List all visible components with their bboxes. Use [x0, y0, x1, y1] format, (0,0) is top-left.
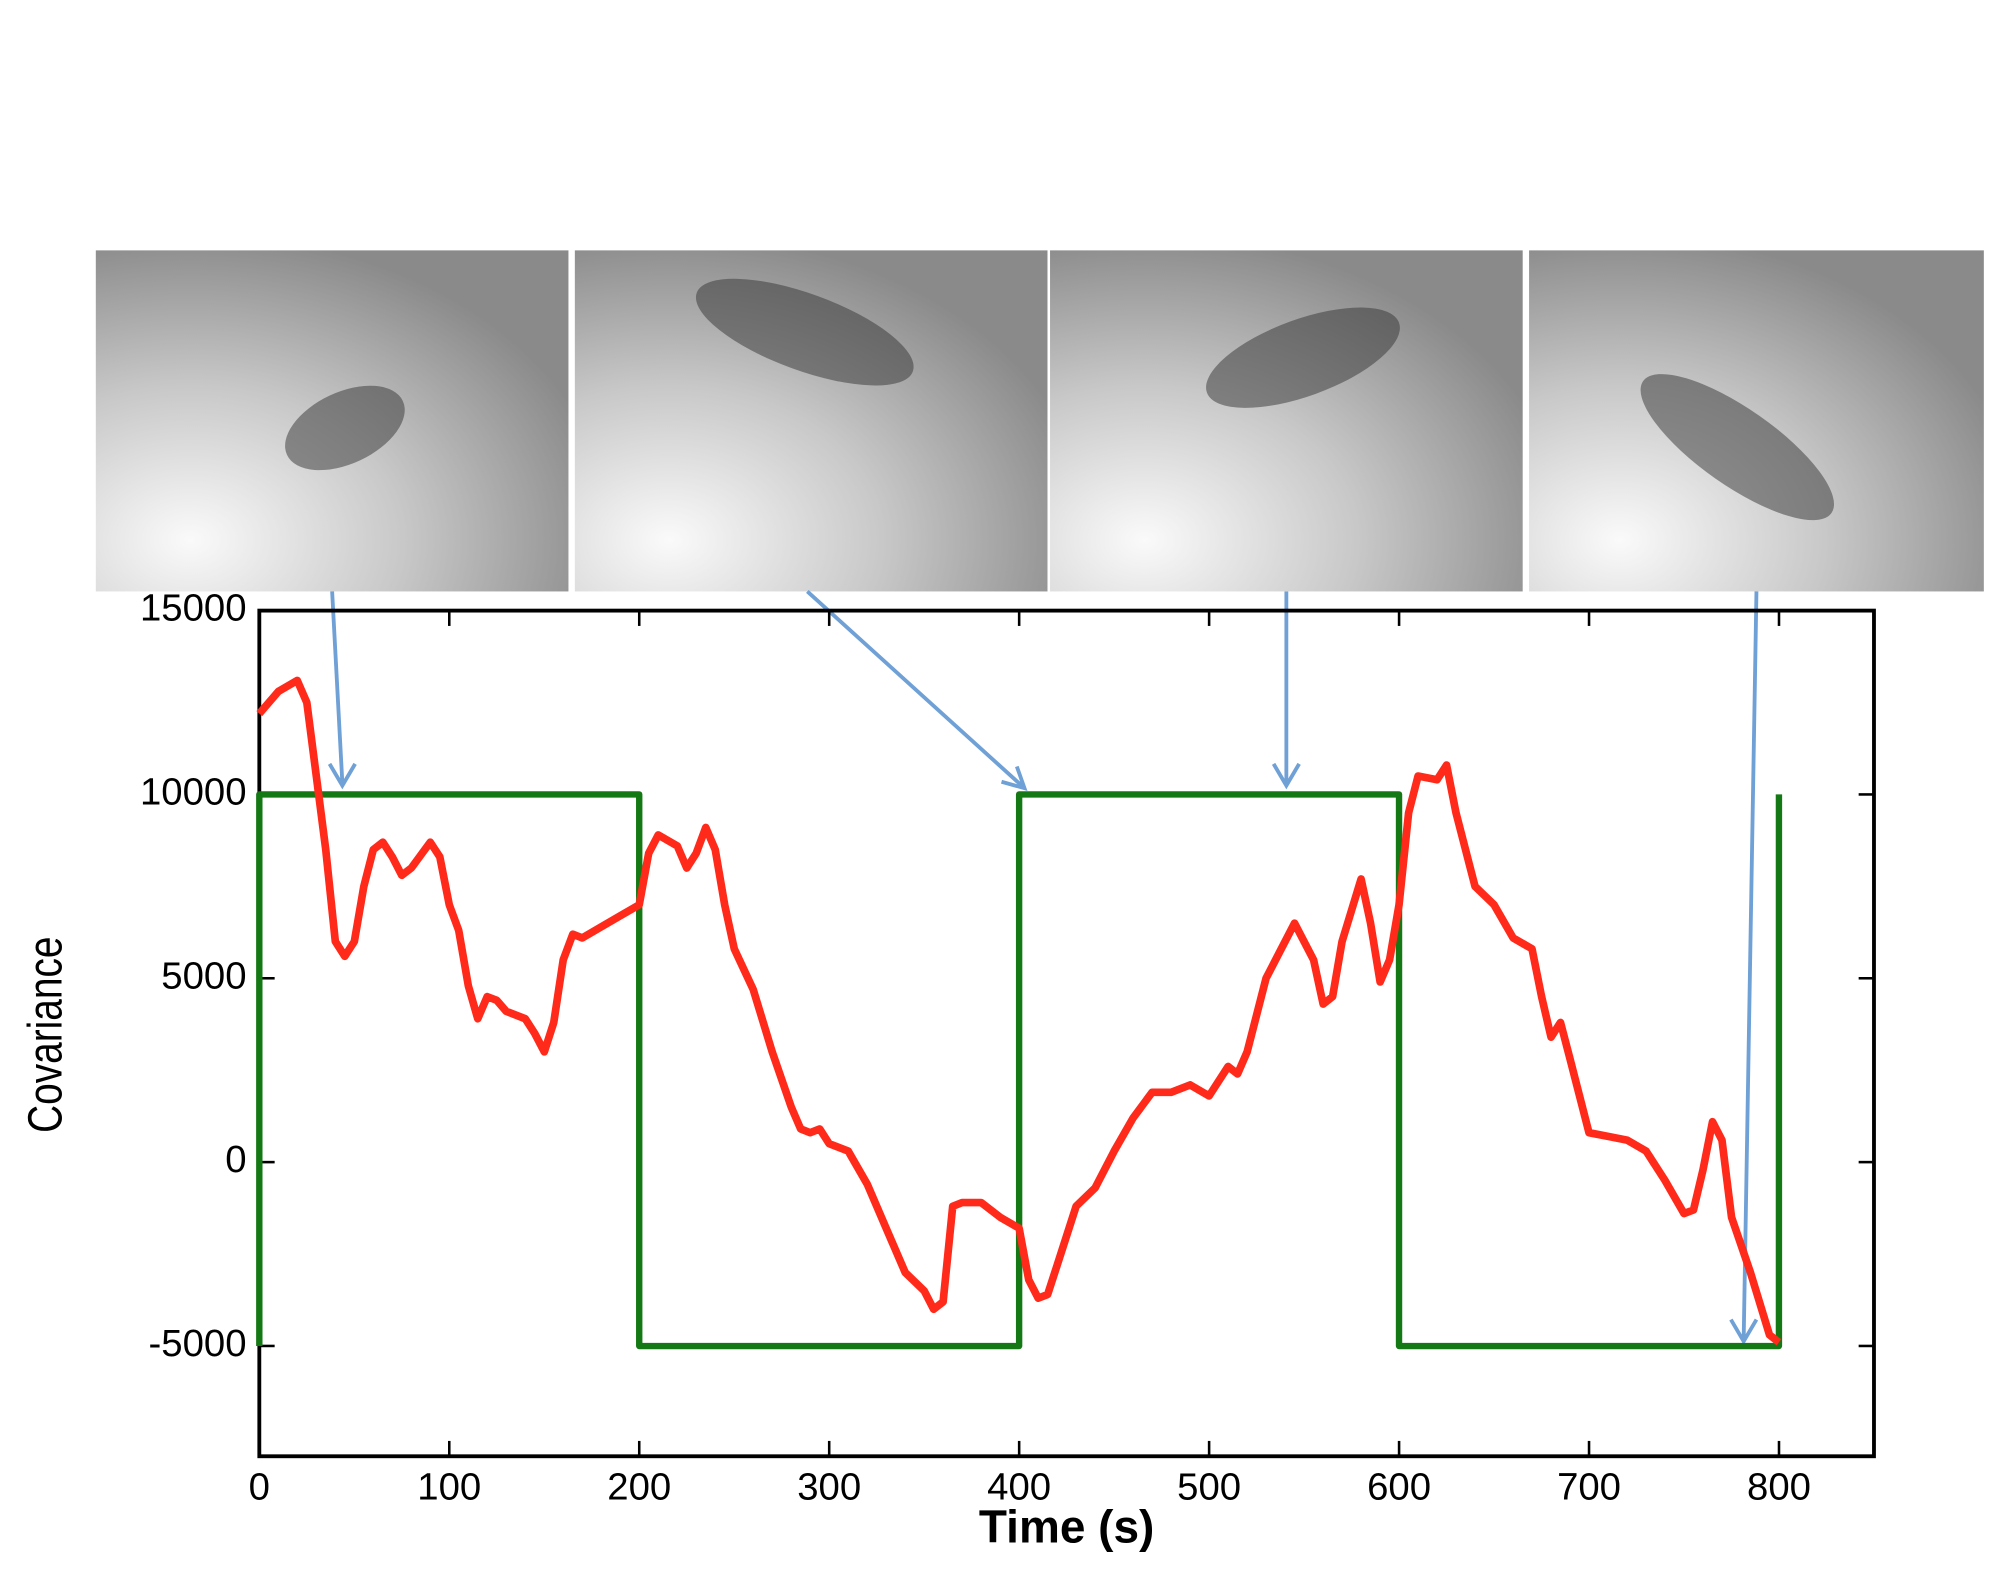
- y-axis-label: Covariance: [18, 937, 72, 1133]
- x-tick-label: 500: [1177, 1466, 1241, 1509]
- x-tick-label: 200: [607, 1466, 671, 1509]
- plot-frame: [257, 608, 1876, 1459]
- x-tick-label: 800: [1747, 1466, 1811, 1509]
- y-tick-label: -5000: [149, 1322, 247, 1365]
- fish-cluster: [1206, 307, 1400, 408]
- y-tick-label: 15000: [140, 587, 247, 630]
- fish-cluster: [1640, 374, 1835, 521]
- x-tick-label: 400: [987, 1466, 1051, 1509]
- fish-cluster: [285, 385, 405, 471]
- x-tick-label: 300: [797, 1466, 861, 1509]
- x-tick-label: 0: [249, 1466, 270, 1509]
- y-tick-label: 0: [225, 1138, 246, 1181]
- y-tick-label: 10000: [140, 771, 247, 814]
- photo-strip: [95, 250, 1984, 592]
- arrow: [1729, 591, 1759, 1346]
- line-series: [256, 791, 1783, 1350]
- x-axis-label: Time (s): [979, 1500, 1154, 1552]
- arrows: [327, 590, 1759, 1346]
- x-tick-label: 100: [417, 1466, 481, 1509]
- fish-cluster: [695, 278, 914, 386]
- arrow: [806, 590, 1028, 791]
- x-tick-label: 700: [1557, 1466, 1621, 1509]
- x-tick-label: 600: [1367, 1466, 1431, 1509]
- line-series: [256, 676, 1782, 1346]
- y-tick-label: 5000: [161, 954, 246, 997]
- arrow: [327, 591, 357, 790]
- arrow: [1271, 591, 1301, 790]
- photo: [1050, 250, 1523, 592]
